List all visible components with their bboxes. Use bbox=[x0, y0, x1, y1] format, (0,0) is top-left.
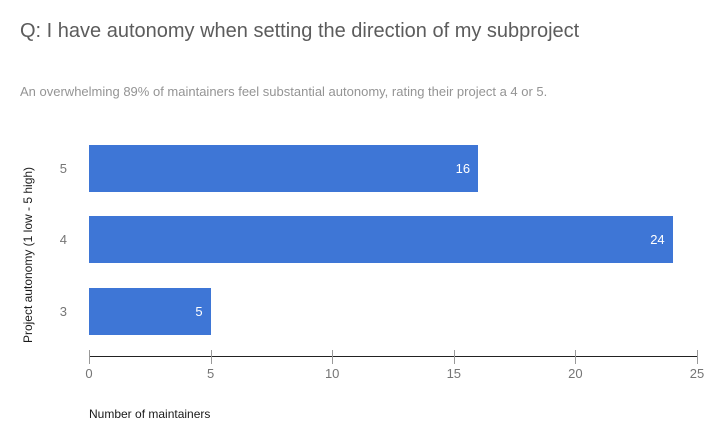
x-tick-label: 25 bbox=[689, 366, 705, 381]
x-tick-label: 20 bbox=[568, 366, 583, 381]
x-tick-mark bbox=[332, 350, 334, 364]
bar-value-label: 24 bbox=[650, 232, 665, 248]
x-tick-mark bbox=[575, 350, 577, 364]
bar-value-label: 16 bbox=[455, 161, 471, 177]
category-label: 5 bbox=[59, 161, 67, 177]
chart-title: Q: I have autonomy when setting the dire… bbox=[20, 20, 580, 42]
category-label: 4 bbox=[59, 232, 67, 248]
x-tick-mark bbox=[210, 350, 212, 364]
x-tick-label: 15 bbox=[446, 366, 462, 381]
category-label: 3 bbox=[59, 303, 67, 319]
x-tick-mark bbox=[697, 350, 698, 364]
bar-row: 5 16 bbox=[60, 133, 697, 204]
x-axis-title: Number of maintainers bbox=[89, 407, 211, 421]
x-tick-mark bbox=[89, 350, 90, 364]
y-axis-title: Project autonomy (1 low - 5 high) bbox=[21, 166, 35, 344]
x-tick-label: 0 bbox=[85, 366, 93, 381]
plot-area: 5 16 4 24 3 5 bbox=[60, 133, 697, 347]
bar-row: 4 24 bbox=[60, 204, 697, 275]
chart-subtitle: An overwhelming 89% of maintainers feel … bbox=[20, 84, 548, 99]
bar: 24 bbox=[89, 216, 673, 264]
x-axis-line bbox=[89, 356, 698, 357]
bar: 16 bbox=[89, 145, 479, 193]
x-tick-label: 10 bbox=[324, 366, 340, 381]
x-tick-label: 5 bbox=[206, 366, 215, 381]
bar-value-label: 5 bbox=[195, 303, 203, 319]
bar: 5 bbox=[89, 287, 211, 335]
x-tick-mark bbox=[453, 350, 455, 364]
